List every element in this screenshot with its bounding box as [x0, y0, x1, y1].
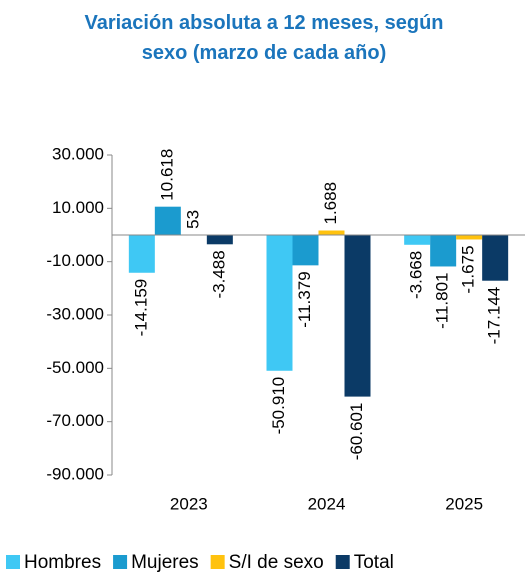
legend-swatch [113, 555, 128, 569]
legend-label: Mujeres [131, 552, 199, 573]
data-label: 53 [183, 210, 202, 229]
bar [154, 206, 181, 235]
legend-label: S/I de sexo [229, 552, 324, 573]
y-tick-label: -90.000 [46, 464, 104, 483]
bar [456, 235, 483, 240]
data-label: -3.488 [209, 250, 228, 298]
y-tick-label: -30.000 [46, 304, 104, 323]
legend-swatch [335, 555, 350, 569]
bar [344, 235, 371, 397]
bar [404, 235, 431, 245]
bar [482, 235, 509, 281]
data-label: -11.379 [295, 271, 314, 327]
chart-title: Variación absoluta a 12 meses, según sex… [84, 12, 444, 64]
legend-label: Total [354, 552, 394, 573]
data-label: -1.675 [459, 245, 478, 293]
bar [206, 235, 233, 245]
data-label: -60.601 [347, 403, 366, 461]
bar [318, 230, 345, 235]
data-label: -3.668 [407, 251, 426, 299]
data-label: 10.618 [157, 149, 176, 201]
bar [128, 235, 155, 273]
x-tick-label: 2025 [445, 494, 483, 513]
data-label: 1.688 [321, 182, 340, 225]
data-label: -11.801 [433, 272, 452, 328]
x-tick-label: 2024 [308, 494, 346, 513]
legend-label: Hombres [24, 552, 101, 573]
y-tick-label: -70.000 [46, 411, 104, 430]
legend-swatch [210, 555, 225, 569]
y-tick-label: -50.000 [46, 358, 104, 377]
bar [430, 235, 457, 267]
y-tick-label: -10.000 [46, 251, 104, 270]
y-tick-label: 30.000 [52, 144, 104, 163]
legend-swatch [6, 555, 20, 569]
y-tick-label: 10.000 [52, 198, 104, 217]
data-label: -17.144 [485, 287, 504, 345]
data-label: -50.910 [269, 377, 288, 435]
data-label: -14.159 [131, 279, 150, 337]
bar [266, 235, 293, 371]
x-tick-label: 2023 [170, 494, 208, 513]
bar [292, 235, 319, 266]
